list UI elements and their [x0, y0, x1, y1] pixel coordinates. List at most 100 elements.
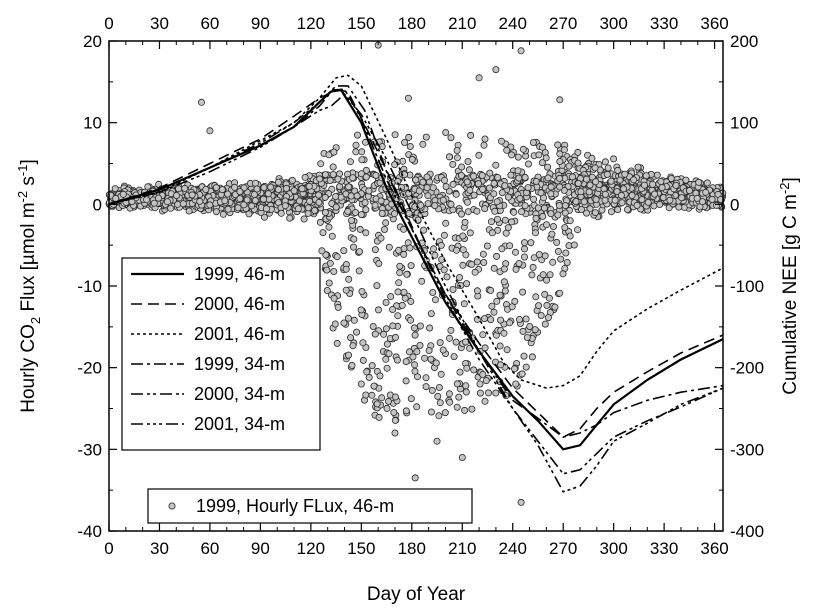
- scatter-point: [504, 147, 510, 153]
- scatter-point: [385, 398, 391, 404]
- scatter-point: [197, 198, 203, 204]
- legend-swatch: [169, 503, 175, 509]
- scatter-point: [515, 154, 521, 160]
- scatter-point: [667, 197, 673, 203]
- scatter-point: [428, 409, 434, 415]
- scatter-point: [358, 381, 364, 387]
- scatter-point: [407, 245, 413, 251]
- scatter-point: [498, 362, 504, 368]
- scatter-point: [557, 184, 563, 190]
- scatter-point: [533, 215, 539, 221]
- scatter-point: [405, 95, 411, 101]
- scatter-point: [482, 136, 488, 142]
- y-left-tick-label: 0: [93, 195, 102, 214]
- scatter-point: [532, 230, 538, 236]
- scatter-point: [463, 383, 469, 389]
- scatter-point: [282, 203, 288, 209]
- scatter-point: [592, 165, 598, 171]
- left-y-title-part: Hourly CO: [18, 324, 39, 413]
- scatter-point: [322, 194, 328, 200]
- scatter-point: [645, 199, 651, 205]
- legend-label: 2000, 46-m: [194, 294, 285, 314]
- scatter-point: [651, 203, 657, 209]
- scatter-point: [456, 274, 462, 280]
- scatter-point: [324, 267, 330, 273]
- x-tick-label-bottom: 0: [104, 539, 113, 558]
- scatter-point: [467, 230, 473, 236]
- x-tick-label-bottom: 300: [599, 539, 627, 558]
- scatter-point: [621, 186, 627, 192]
- scatter-point: [583, 176, 589, 182]
- scatter-point: [430, 185, 436, 191]
- y-right-tick-label: -300: [730, 440, 764, 459]
- scatter-point: [333, 193, 339, 199]
- scatter-point: [446, 154, 452, 160]
- scatter-point: [555, 142, 561, 148]
- left-y-title-part: s: [18, 176, 39, 191]
- scatter-point: [345, 315, 351, 321]
- scatter-point: [416, 188, 422, 194]
- scatter-point: [429, 387, 435, 393]
- scatter-point: [430, 246, 436, 252]
- scatter-point: [459, 454, 465, 460]
- scatter-point: [469, 261, 475, 267]
- scatter-point: [317, 176, 323, 182]
- scatter-point: [406, 210, 412, 216]
- scatter-point: [491, 180, 497, 186]
- scatter-point: [392, 430, 398, 436]
- scatter-point: [446, 391, 452, 397]
- scatter-point: [555, 212, 561, 218]
- scatter-point: [520, 328, 526, 334]
- scatter-point: [363, 207, 369, 213]
- scatter-point: [493, 390, 499, 396]
- scatter-point: [392, 334, 398, 340]
- scatter-point: [516, 260, 522, 266]
- scatter-point: [450, 286, 456, 292]
- scatter-point: [501, 266, 507, 272]
- scatter-point: [420, 141, 426, 147]
- scatter-point: [384, 405, 390, 411]
- scatter-point: [378, 235, 384, 241]
- scatter-point: [511, 209, 517, 215]
- scatter-point: [542, 321, 548, 327]
- scatter-point: [530, 264, 536, 270]
- scatter-point: [619, 200, 625, 206]
- scatter-point: [434, 438, 440, 444]
- scatter-point: [384, 341, 390, 347]
- x-tick-label-bottom: 150: [347, 539, 375, 558]
- scatter-point: [557, 290, 563, 296]
- scatter-point: [575, 149, 581, 155]
- scatter-point: [592, 210, 598, 216]
- scatter-point: [508, 152, 514, 158]
- scatter-point: [517, 195, 523, 201]
- scatter-point: [448, 201, 454, 207]
- y-left-tick-label: -30: [77, 440, 102, 459]
- scatter-point: [366, 188, 372, 194]
- scatter-point: [287, 215, 293, 221]
- scatter-point: [151, 200, 157, 206]
- scatter-point: [444, 274, 450, 280]
- scatter-point: [207, 128, 213, 134]
- scatter-point: [538, 190, 544, 196]
- scatter-point: [296, 198, 302, 204]
- scatter-point: [403, 378, 409, 384]
- x-tick-label-top: 150: [347, 14, 375, 33]
- scatter-point: [518, 499, 524, 505]
- scatter-point: [516, 316, 522, 322]
- scatter-point: [363, 174, 369, 180]
- scatter-point: [358, 307, 364, 313]
- scatter-point: [602, 191, 608, 197]
- scatter-point: [448, 327, 454, 333]
- x-axis-title: Day of Year: [367, 584, 466, 605]
- scatter-point: [502, 288, 508, 294]
- scatter-point: [203, 186, 209, 192]
- scatter-point: [275, 186, 281, 192]
- scatter-point: [412, 362, 418, 368]
- scatter-point: [443, 183, 449, 189]
- scatter-point: [390, 323, 396, 329]
- scatter-point: [424, 174, 430, 180]
- scatter-point: [524, 334, 530, 340]
- scatter-point: [484, 243, 490, 249]
- scatter-point: [550, 259, 556, 265]
- scatter-point: [401, 246, 407, 252]
